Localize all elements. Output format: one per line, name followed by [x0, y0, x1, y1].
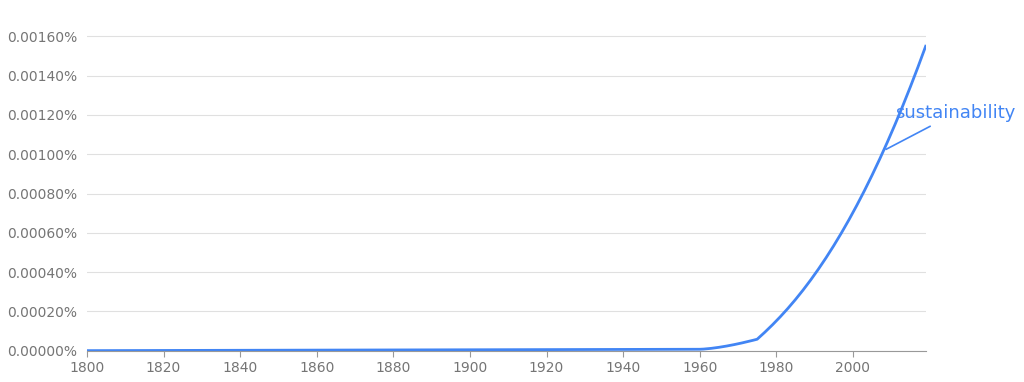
Text: sustainability: sustainability: [886, 104, 1016, 149]
